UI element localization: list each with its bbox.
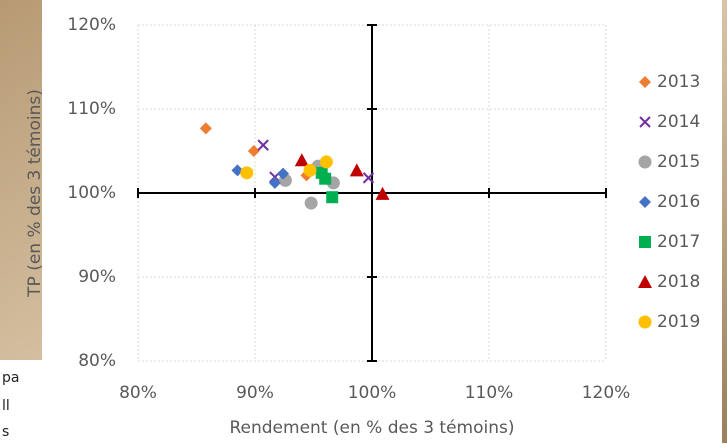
- legend-marker: [639, 236, 651, 248]
- legend-label: 2016: [657, 192, 700, 212]
- legend-label: 2017: [657, 232, 700, 252]
- legend-label: 2019: [657, 312, 700, 332]
- legend-marker: [639, 316, 652, 329]
- legend-label: 2018: [657, 272, 700, 292]
- marker: [303, 164, 316, 177]
- y-tick-label: 110%: [67, 99, 116, 119]
- fragment: s: [2, 424, 9, 440]
- y-tick-label: 90%: [78, 267, 116, 287]
- x-tick-label: 80%: [119, 383, 157, 403]
- x-tick-label: 110%: [465, 383, 514, 403]
- y-axis-title: TP (en % des 3 témoins): [25, 89, 45, 298]
- marker: [320, 155, 333, 168]
- marker: [305, 197, 318, 210]
- x-tick-label: 120%: [582, 383, 631, 403]
- chart-panel: [42, 0, 722, 443]
- y-tick-label: 80%: [78, 351, 116, 371]
- fragment: ll: [2, 398, 10, 414]
- page: pa ll s Rendement (en % des 3 témoins) T…: [0, 0, 727, 447]
- y-tick-label: 100%: [67, 183, 116, 203]
- marker: [319, 173, 331, 185]
- legend-label: 2014: [657, 112, 700, 132]
- x-tick-label: 100%: [348, 383, 397, 403]
- marker: [240, 166, 253, 179]
- x-axis-title: Rendement (en % des 3 témoins): [229, 418, 514, 438]
- legend-marker: [639, 156, 652, 169]
- fragment: pa: [2, 370, 19, 386]
- y-tick-label: 120%: [67, 15, 116, 35]
- legend-label: 2013: [657, 72, 700, 92]
- legend-label: 2015: [657, 152, 700, 172]
- marker: [326, 191, 338, 203]
- x-tick-label: 90%: [236, 383, 274, 403]
- chart: pa ll s Rendement (en % des 3 témoins) T…: [0, 0, 727, 443]
